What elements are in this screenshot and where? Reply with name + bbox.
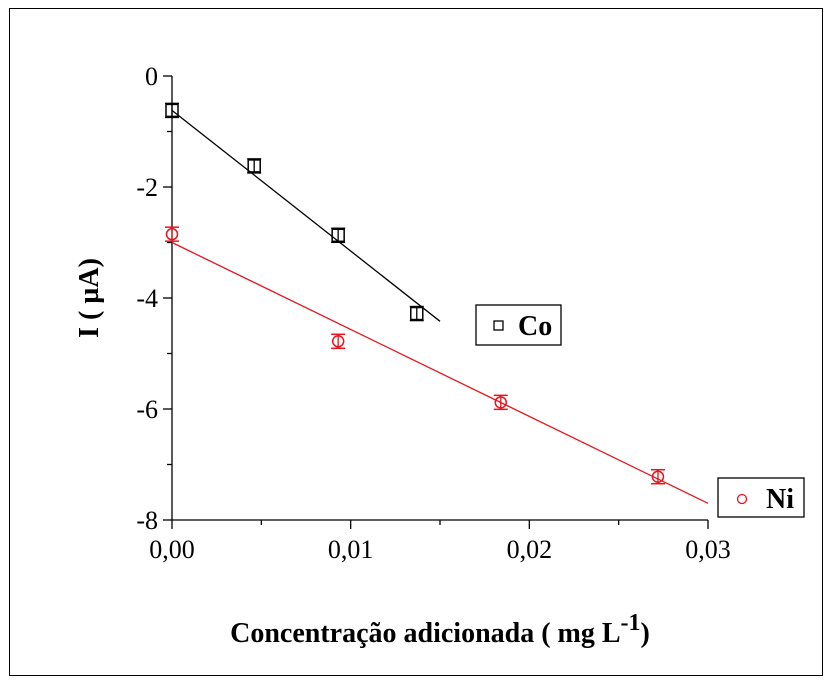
x-tick-label: 0,00 [149, 535, 195, 564]
figure-frame [9, 8, 823, 676]
marker-circle [331, 335, 345, 348]
y-tick-label: -4 [136, 284, 158, 313]
data-point-ni [331, 333, 346, 350]
marker-circle [651, 470, 665, 483]
y-axis-title: I ( µA) [74, 258, 105, 338]
legend-ni-box [717, 477, 805, 518]
marker-square [165, 103, 179, 118]
x-axis-ticks: 0,00 0,01 0,02 0,03 [149, 520, 731, 564]
x-axis-title-main: Concentração adicionada ( mg L [230, 618, 620, 649]
fit-line-ni [171, 241, 709, 504]
legend-ni-marker [736, 493, 748, 505]
y-tick-label: -6 [136, 395, 158, 424]
marker-circle [494, 396, 507, 409]
axes [171, 76, 708, 521]
fit-lines [171, 109, 709, 504]
data-point-co [165, 102, 179, 119]
legend-ni-label: Ni [766, 484, 794, 515]
x-tick-label: 0,01 [328, 535, 374, 564]
legend-co-box [475, 304, 562, 346]
data-point-ni [493, 394, 508, 411]
marker-square [247, 159, 261, 173]
data-point-ni [165, 226, 179, 242]
data-point-co [247, 158, 262, 174]
legend-ni: Ni [717, 477, 805, 518]
marker-circle [165, 227, 179, 241]
fit-line-co [171, 109, 441, 322]
data-point-co [409, 305, 424, 322]
data-point-ni [650, 468, 665, 485]
y-axis-ticks: 0 -2 -4 -6 -8 [136, 62, 172, 535]
y-tick-label: 0 [145, 62, 158, 91]
x-axis-title: Concentração adicionada ( mg L-1) [230, 610, 650, 649]
x-axis-title-superscript: -1 [621, 610, 641, 636]
legend-co: Co [475, 304, 562, 346]
legend-co-label: Co [518, 311, 552, 342]
x-tick-label: 0,03 [685, 535, 731, 564]
y-tick-label: -2 [136, 173, 158, 202]
marker-square [410, 306, 424, 321]
data-point-co [331, 227, 346, 244]
marker-square [331, 228, 345, 243]
x-axis-title-close: ) [641, 618, 650, 649]
legend-co-marker [493, 320, 504, 331]
y-tick-label: -8 [136, 506, 158, 535]
x-tick-label: 0,02 [507, 535, 553, 564]
data-points [165, 102, 665, 485]
